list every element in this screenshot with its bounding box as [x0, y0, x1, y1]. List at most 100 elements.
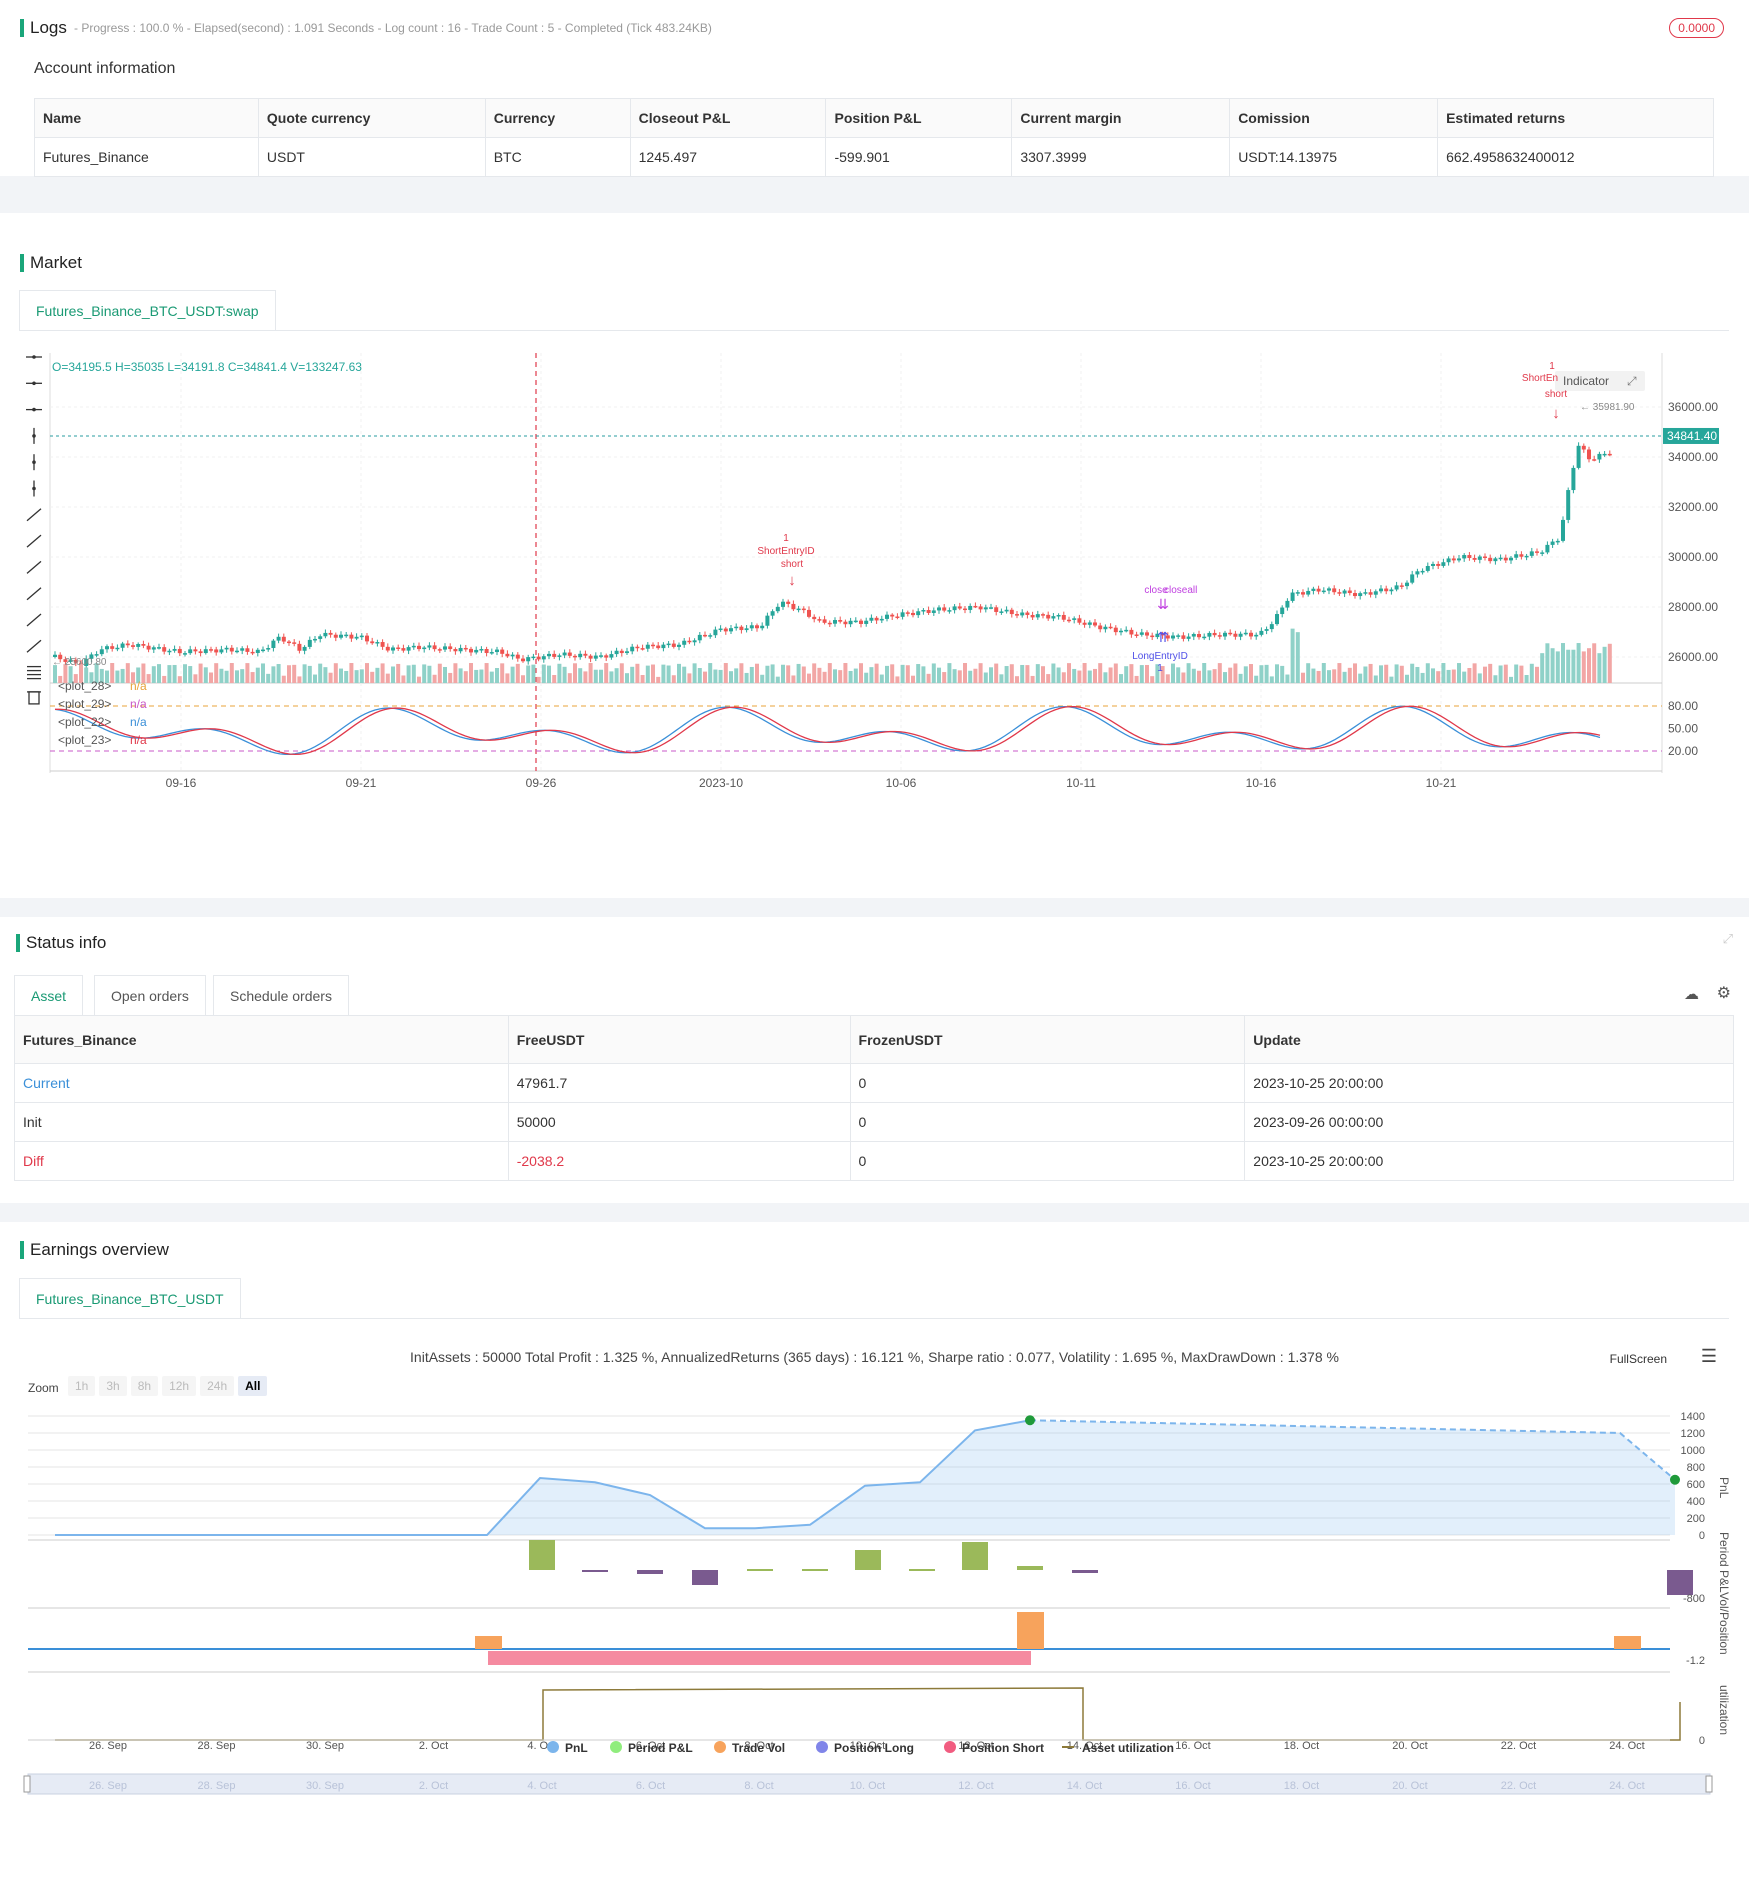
volume-bar — [541, 664, 546, 683]
table-row: Current 47961.7 0 2023-10-25 20:00:00 — [14, 1063, 1734, 1103]
candle-body — [1087, 622, 1092, 625]
zoom-all-button[interactable]: All — [238, 1376, 268, 1396]
candle-body — [99, 649, 104, 655]
navigator-tick: 26. Sep — [89, 1780, 127, 1792]
legend-item[interactable]: Position Short — [944, 1741, 1044, 1755]
cloud-download-icon[interactable]: ☁ — [1684, 986, 1699, 1003]
period-pnl-bar — [855, 1550, 881, 1570]
earnings-chart[interactable]: 1400 1200 1000 800 600 400 200 0 PnL -800 Period P… — [0, 1402, 1749, 1900]
candle-body — [900, 612, 905, 617]
candle-body — [1384, 588, 1389, 592]
volume-bar — [1093, 668, 1097, 683]
candle-body — [1061, 614, 1066, 620]
tab-open-orders[interactable]: Open orders — [94, 975, 206, 1015]
legend-item[interactable]: Trade Vol — [714, 1741, 785, 1755]
pnl-tick: 1000 — [1681, 1445, 1705, 1457]
volume-bar — [661, 664, 666, 683]
market-chart[interactable]: 36000.00 34000.00 32000.00 30000.00 28000.00… — [0, 343, 1749, 903]
gear-icon[interactable]: ⚙ — [1716, 985, 1731, 1002]
legend-item[interactable]: Position Long — [816, 1741, 914, 1755]
ext-tool-icon[interactable] — [26, 560, 42, 574]
candle-body — [874, 617, 879, 621]
volume-bar — [505, 673, 510, 683]
candle-body — [151, 647, 156, 650]
channel-tool-icon[interactable] — [26, 613, 42, 627]
candle-body — [313, 638, 317, 641]
volume-bar — [1321, 663, 1326, 683]
trash-tool-icon[interactable] — [27, 691, 41, 705]
candle-body — [879, 618, 884, 621]
navigator-handle-left[interactable] — [23, 1775, 31, 1793]
layers-tool-icon[interactable] — [27, 665, 41, 680]
volume-bar — [1327, 670, 1331, 683]
pitch-tool-icon[interactable] — [26, 639, 42, 653]
candle-body — [1431, 563, 1435, 566]
candle-body — [1342, 590, 1347, 594]
candle-body — [682, 640, 687, 645]
candle-body — [619, 650, 624, 654]
expand-icon[interactable]: ⤢ — [1722, 931, 1733, 946]
navigator-tick: 8. Oct — [744, 1780, 773, 1792]
volume-bar — [151, 666, 156, 683]
vline-tool-icon[interactable] — [32, 427, 36, 444]
legend-item[interactable]: Period P&L — [610, 1741, 693, 1755]
candle-body — [354, 636, 359, 639]
candle-body — [136, 644, 141, 647]
candle-body — [521, 658, 525, 662]
long-arrow-icon: ⇈ — [1157, 629, 1169, 645]
zoom-8h-button[interactable]: 8h — [130, 1376, 159, 1396]
ray-tool-icon[interactable] — [26, 534, 42, 548]
table-cell: 662.4958632400012 — [1437, 137, 1714, 177]
volume-bar — [588, 663, 593, 683]
navigator-handle-right[interactable] — [1705, 1775, 1713, 1793]
candle-body — [1160, 633, 1165, 636]
pnl-tick: 1200 — [1681, 1428, 1705, 1440]
table-cell: Current — [14, 1063, 509, 1103]
indicator-button[interactable]: Indicator ⤢ — [1555, 371, 1645, 391]
tab-market-symbol[interactable]: Futures_Binance_BTC_USDT:swap — [19, 290, 276, 330]
volume-bar — [375, 667, 380, 683]
tab-earnings-symbol[interactable]: Futures_Binance_BTC_USDT — [19, 1278, 241, 1318]
zoom-12h-button[interactable]: 12h — [162, 1376, 197, 1396]
vseg-tool-icon[interactable] — [32, 454, 36, 471]
legend-item[interactable]: PnL — [547, 1741, 588, 1755]
legend-item[interactable]: Asset utilization — [1062, 1741, 1174, 1755]
volume-bar — [391, 666, 395, 683]
zoom-3h-button[interactable]: 3h — [99, 1376, 127, 1396]
volume-bar — [749, 666, 754, 683]
menu-icon[interactable]: ☰ — [1700, 1346, 1717, 1366]
candle-body — [1566, 490, 1571, 520]
volume-bar — [807, 673, 811, 683]
period-pnl-bar — [962, 1542, 988, 1570]
volume-bar — [562, 666, 567, 683]
cross-tool-icon[interactable] — [26, 355, 42, 359]
volume-bar — [411, 664, 416, 683]
trend-tool-icon[interactable] — [26, 508, 42, 522]
candle-body — [937, 607, 941, 611]
volume-bar — [484, 663, 489, 683]
tab-schedule-orders[interactable]: Schedule orders — [213, 975, 349, 1015]
candle-body — [1602, 453, 1607, 456]
hline-tool-icon[interactable] — [26, 381, 42, 386]
market-panel: Market Futures_Binance_BTC_USDT:swap 360… — [0, 213, 1749, 898]
volume-bar — [1264, 664, 1269, 683]
zoom-1h-button[interactable]: 1h — [68, 1376, 96, 1396]
zoom-24h-button[interactable]: 24h — [200, 1376, 235, 1396]
candle-body — [1243, 632, 1248, 635]
volume-bar — [905, 665, 910, 683]
navigator-tick: 10. Oct — [850, 1780, 885, 1792]
volume-bar — [510, 666, 515, 683]
volume-bar — [255, 667, 260, 683]
fullscreen-button[interactable]: FullScreen — [1609, 1352, 1667, 1366]
table-row: Init 50000 0 2023-09-26 00:00:00 — [14, 1102, 1734, 1142]
volume-bar — [1077, 670, 1082, 683]
vray-tool-icon[interactable] — [32, 480, 36, 497]
volume-bar — [474, 669, 479, 683]
hray-tool-icon[interactable] — [26, 407, 42, 412]
tab-asset[interactable]: Asset — [14, 975, 84, 1015]
fib-tool-icon[interactable] — [26, 587, 42, 601]
candle-body — [1327, 588, 1331, 591]
time-tick: 10. Oct — [850, 1740, 885, 1752]
candle-body — [328, 632, 333, 635]
candle-body — [723, 628, 728, 632]
